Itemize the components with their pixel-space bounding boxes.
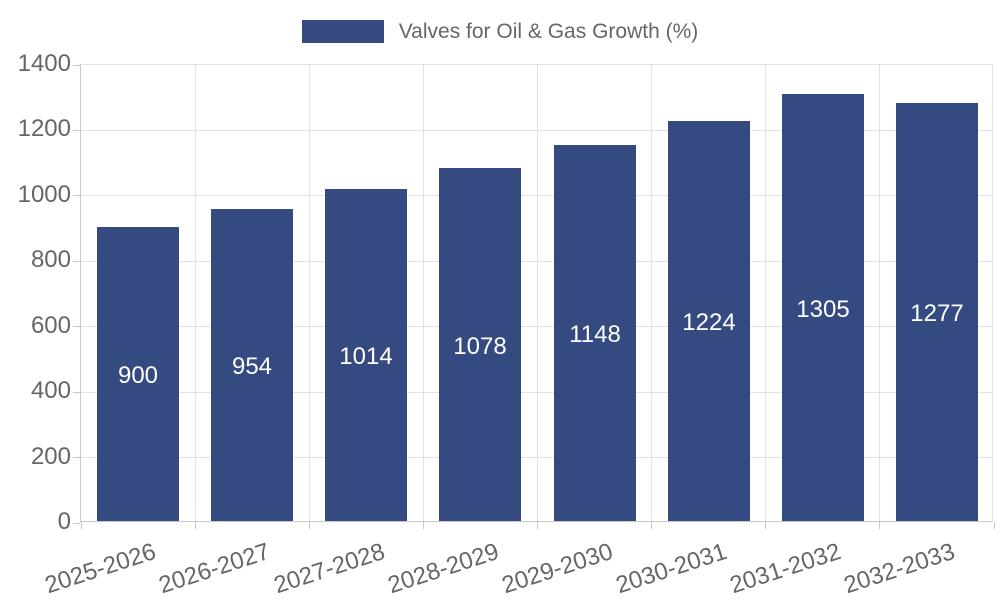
y-axis-tick <box>73 195 80 197</box>
x-axis-tick <box>308 522 310 529</box>
y-axis: 0 200 400 600 800 1000 1200 1400 <box>0 50 71 535</box>
legend-label: Valves for Oil & Gas Growth (%) <box>398 19 699 43</box>
x-axis-tick <box>651 522 653 529</box>
gridline-vertical <box>422 65 424 521</box>
gridline-horizontal <box>81 326 992 328</box>
gridline-vertical <box>537 65 538 521</box>
x-tick-label: 2032-2033 <box>840 538 959 600</box>
y-axis-tick <box>73 64 80 66</box>
x-tick-label: 2027-2028 <box>270 538 388 600</box>
bar-2032-2033[interactable] <box>896 103 978 521</box>
gridline-vertical <box>194 65 196 521</box>
bar-2028-2029[interactable] <box>439 168 521 521</box>
gridline-vertical <box>765 65 767 521</box>
y-tick-label: 0 <box>57 508 71 535</box>
y-axis-tick <box>73 457 80 459</box>
y-tick-label: 1400 <box>17 50 71 77</box>
bar-2025-2026[interactable] <box>97 227 179 521</box>
bar-2026-2027[interactable] <box>211 209 293 521</box>
y-axis-tick <box>73 129 80 131</box>
gridline-horizontal <box>81 260 992 262</box>
y-tick-label: 600 <box>30 311 71 339</box>
gridline-horizontal <box>81 391 992 393</box>
x-tick-label: 2031-2032 <box>726 538 845 600</box>
y-axis-tick <box>73 326 80 328</box>
y-tick-label: 200 <box>30 442 71 470</box>
bar-2029-2030[interactable] <box>554 145 636 521</box>
y-tick-label: 1000 <box>17 180 71 208</box>
y-tick-label: 400 <box>30 377 71 405</box>
bar-2030-2031[interactable] <box>668 121 750 521</box>
y-axis-tick <box>73 522 80 524</box>
x-tick-label: 2029-2030 <box>498 538 616 600</box>
x-axis-tick <box>993 522 995 529</box>
x-tick-label: 2026-2027 <box>156 538 274 600</box>
gridline-vertical <box>651 65 653 521</box>
legend[interactable]: Valves for Oil & Gas Growth (%) <box>0 18 1000 45</box>
x-axis-tick <box>879 522 881 529</box>
x-tick-label: 2028-2029 <box>384 538 502 600</box>
legend-swatch <box>301 20 384 43</box>
x-axis-tick <box>765 522 767 529</box>
bar-2031-2032[interactable] <box>782 94 864 521</box>
gridline-vertical <box>879 65 881 521</box>
plot-area: 900 954 1014 1078 1148 1224 1305 1277 <box>73 64 995 529</box>
y-tick-label: 800 <box>30 246 71 274</box>
x-axis-tick <box>194 522 196 529</box>
y-tick-label: 1200 <box>17 115 71 143</box>
x-axis-tick <box>80 522 82 529</box>
gridline-vertical <box>308 65 310 521</box>
x-tick-label: 2025-2026 <box>41 538 160 600</box>
y-axis-tick <box>73 260 80 262</box>
gridline-horizontal <box>81 457 992 459</box>
bar-2027-2028[interactable] <box>325 189 407 521</box>
x-axis-tick <box>537 522 538 529</box>
x-axis-tick <box>422 522 424 529</box>
gridline-horizontal <box>81 195 992 197</box>
x-axis: 2025-2026 2026-2027 2027-2028 2028-2029 2029… <box>42 538 993 600</box>
y-axis-tick <box>73 391 80 393</box>
gridline-horizontal <box>81 129 992 131</box>
x-tick-label: 2030-2031 <box>612 538 731 600</box>
